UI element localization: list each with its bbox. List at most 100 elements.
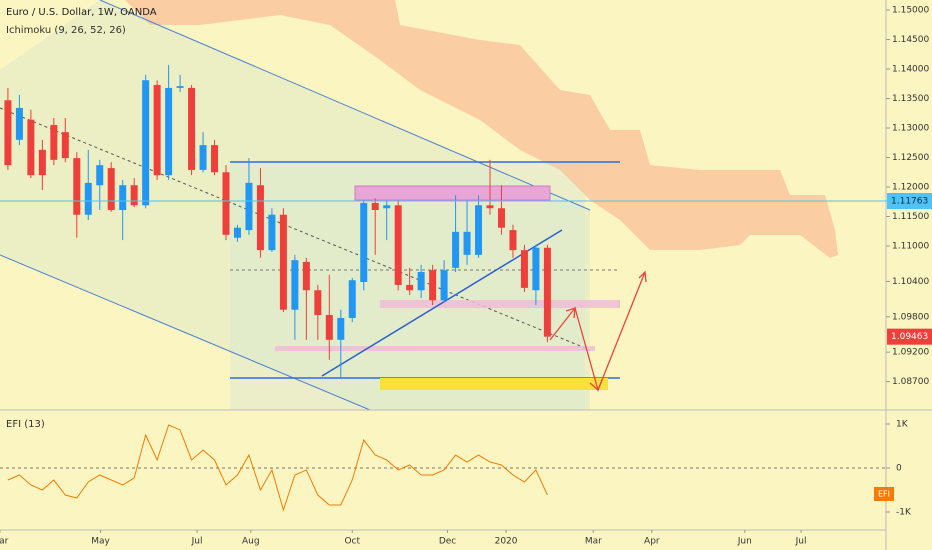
price-tick-label: 1.08700 [892,377,929,387]
price-tick-label: 1.15000 [892,6,929,16]
time-tick-label: Mar [585,537,602,547]
last-price-label: 1.09463 [891,332,928,342]
candle-body [211,145,219,173]
indicator-title: Ichimoku (9, 26, 52, 26) [6,25,126,36]
arrowhead [638,270,647,283]
candle-body [291,260,299,310]
price-tick-label: 1.13500 [892,94,929,104]
ichimoku-cloud [125,0,838,258]
candle-body [61,132,69,159]
candle-body [348,280,356,318]
dashed-trend [0,107,591,351]
time-tick-label: Jul [795,537,807,547]
candle-body [543,247,551,337]
candle-body [199,145,207,170]
marks [4,64,551,379]
price-tick-label: 1.14000 [892,65,929,75]
channel-top [99,0,591,211]
candle-body [325,315,333,340]
candle-body [107,168,115,211]
candle-body [509,230,517,251]
candle-body [360,202,368,282]
candle-body [268,214,276,251]
candle-body [279,214,287,310]
price-tick-label: 1.14500 [892,35,929,45]
zone-pink-top [354,185,551,201]
symbol-title: Euro / U.S. Dollar, 1W, OANDA [6,7,157,18]
candle-body [96,165,104,186]
efi-line [7,424,548,512]
candle-body [165,87,173,176]
candle-body [245,182,253,231]
efi-tick-label: 1K [896,419,909,429]
candle-body [84,182,92,215]
projection-arrow [549,271,646,393]
arrowhead [589,379,603,392]
candle-body [429,270,437,301]
candle-body [27,119,35,176]
efi-badge-bg [874,487,894,501]
price-tick-label: 1.13000 [892,124,929,134]
time-tick-label: 2020 [495,537,518,547]
last-price-badge [887,328,932,345]
price-tick-label: 1.11000 [892,242,929,252]
price-tick-label: 1.11500 [892,212,929,222]
candle-body [142,80,150,206]
candle-body [417,271,425,291]
candle-body [394,205,402,285]
arrowhead [565,307,576,319]
candle-body [119,185,127,211]
candle-body [520,250,528,288]
candle-body [50,125,58,160]
price-tick-label: 1.09200 [892,348,929,358]
candle-body [176,86,184,88]
candle-body [233,227,241,238]
candle-body [314,290,322,316]
price-tick-label: 1.10400 [892,277,929,287]
time-tick-label: Mar [0,537,9,547]
candle-body [497,208,505,228]
hline-label: 1.11763 [891,196,928,206]
candle-body [475,205,483,255]
time-tick-label: Apr [644,537,660,547]
candle-body [371,202,379,211]
candle-body [38,149,46,176]
efi-badge: EFI [878,490,890,499]
candle-body [4,100,12,166]
time-tick-label: Jun [737,537,752,547]
candle-body [130,185,138,206]
time-tick-label: Dec [439,537,456,547]
candle-body [406,284,414,291]
candle-body [188,87,196,170]
price-tick-label: 1.12500 [892,153,929,163]
candle-body [302,261,310,291]
zone-yellow [380,378,608,390]
time-tick-label: Jul [191,537,203,547]
candle-body [73,158,81,215]
candle-body [463,231,471,255]
candle-body [256,185,264,251]
candle-body [452,231,460,268]
hline-badge [887,192,932,209]
candle-body [440,270,448,301]
time-tick-label: Oct [344,537,360,547]
candle-body [383,205,391,209]
efi-tick-label: 0 [896,463,902,473]
channel-bottom [0,254,371,410]
candle-body [15,107,23,140]
candle-body [532,247,540,291]
efi-tick-label: -1K [896,508,912,518]
candle-body [337,317,345,340]
zone-pink-mid [380,300,620,308]
price-tick-label: 1.09800 [892,312,929,322]
candle-body [486,205,494,209]
zone-pink-low [275,346,595,351]
candle-body [222,172,230,235]
price-tick-label: 1.12000 [892,183,929,193]
candle-body [153,84,161,176]
time-tick-label: May [91,537,110,547]
time-tick-label: Aug [242,537,260,547]
efi-title: EFI (13) [6,419,45,430]
